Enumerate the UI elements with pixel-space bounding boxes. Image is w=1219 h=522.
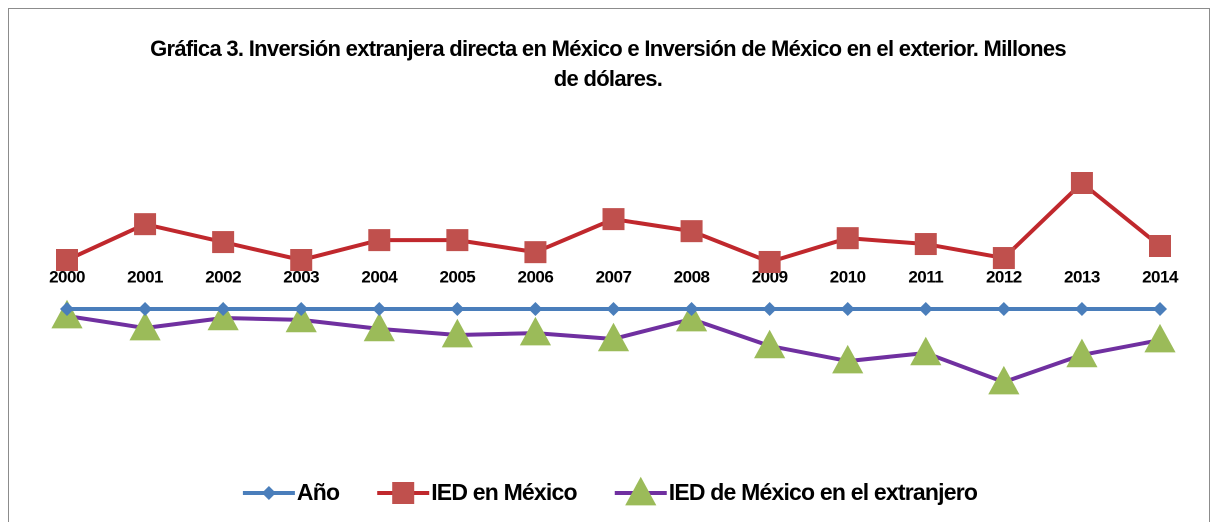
chart-frame — [8, 8, 1210, 522]
marker — [290, 249, 313, 271]
legend-item: IED de México en el extranjero — [614, 476, 979, 506]
legend-item: Año — [242, 479, 341, 505]
marker — [519, 316, 552, 346]
marker — [684, 302, 699, 316]
marker — [446, 229, 469, 252]
marker — [832, 344, 864, 374]
marker — [836, 227, 859, 250]
marker — [212, 231, 235, 254]
marker — [625, 476, 657, 506]
chart-title: Gráfica 3. Inversión extranjera directa … — [150, 36, 1067, 91]
marker — [392, 482, 415, 504]
marker — [129, 311, 161, 341]
x-tick-label: 2013 — [1064, 267, 1100, 286]
x-tick-label: 2004 — [361, 267, 398, 286]
marker — [992, 247, 1015, 270]
x-tick-label: 2000 — [49, 267, 85, 286]
marker — [996, 302, 1011, 316]
legend-label: IED en México — [431, 479, 577, 505]
marker — [207, 301, 239, 331]
marker — [138, 302, 153, 316]
x-tick-label: 2014 — [1142, 267, 1179, 286]
marker — [754, 329, 786, 359]
x-tick-label: 2003 — [283, 267, 319, 286]
x-tick-label: 2002 — [205, 267, 241, 286]
marker — [285, 303, 317, 333]
marker — [1153, 302, 1167, 316]
legend: Año IED en México IED de México en el extr… — [242, 476, 979, 506]
marker — [602, 208, 625, 231]
marker — [988, 365, 1020, 395]
x-tick-label: 2006 — [518, 267, 554, 286]
marker — [762, 302, 777, 316]
marker — [910, 336, 942, 366]
marker — [363, 312, 395, 342]
marker — [606, 302, 621, 316]
marker — [60, 302, 74, 316]
x-tick-label: 2010 — [830, 267, 866, 286]
legend-item: IED en México — [377, 479, 578, 505]
marker — [56, 249, 78, 271]
legend-label: IED de México en el extranjero — [669, 479, 978, 505]
legend-label: Año — [297, 479, 340, 505]
marker — [1149, 235, 1171, 257]
marker — [1144, 323, 1176, 353]
marker — [134, 213, 157, 236]
marker — [918, 302, 933, 316]
marker — [294, 302, 309, 316]
marker — [914, 233, 937, 256]
marker — [840, 302, 855, 316]
x-tick-label: 2001 — [127, 267, 163, 286]
marker — [1074, 302, 1089, 316]
x-tick-label: 2005 — [439, 267, 475, 286]
marker — [450, 302, 465, 316]
x-tick-label: 2007 — [596, 267, 632, 286]
x-tick-label: 2011 — [908, 267, 943, 286]
marker — [675, 302, 708, 332]
marker — [216, 302, 231, 316]
marker — [372, 302, 387, 316]
marker — [680, 220, 703, 243]
marker — [1066, 338, 1098, 368]
marker — [368, 229, 391, 252]
marker — [261, 486, 276, 500]
x-tick-label: 2008 — [674, 267, 710, 286]
marker — [441, 318, 473, 348]
marker — [597, 322, 630, 352]
marker — [758, 250, 781, 273]
marker — [524, 241, 547, 264]
marker — [1070, 172, 1093, 194]
marker — [528, 302, 543, 316]
x-tick-label: 2012 — [986, 267, 1022, 286]
